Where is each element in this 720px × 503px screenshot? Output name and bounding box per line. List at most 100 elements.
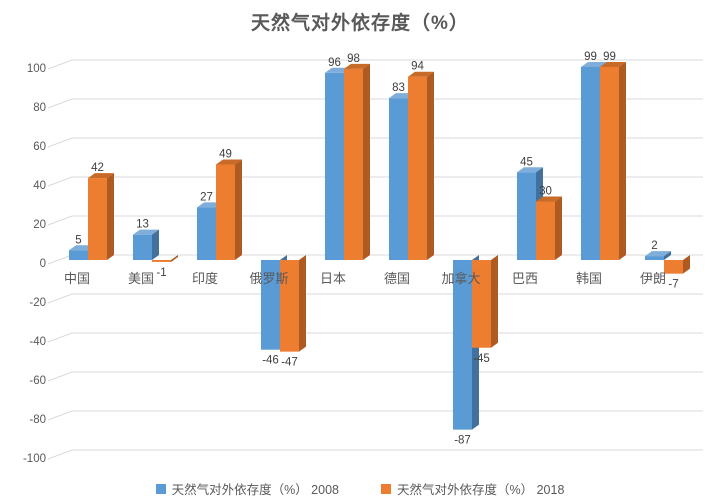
bar [325, 72, 344, 260]
y-axis-tick-label: 80 [33, 102, 46, 114]
bar-side-face [555, 196, 562, 260]
data-label: -45 [473, 353, 490, 365]
data-label: -47 [281, 357, 298, 369]
bar [261, 260, 280, 350]
bar-side-face [491, 255, 498, 348]
bar [197, 207, 216, 260]
bar-top-face [581, 61, 607, 67]
bar-top-face [133, 229, 159, 235]
bar [216, 164, 235, 260]
bar [152, 260, 171, 262]
bar [600, 66, 619, 260]
y-axis-tick-label: 60 [33, 141, 46, 153]
bar [408, 76, 427, 260]
data-label: -46 [262, 355, 279, 367]
bar-top-face [600, 61, 626, 67]
gridline [47, 137, 703, 148]
bar-side-face [683, 255, 690, 274]
bar-side-face [619, 61, 626, 261]
y-axis-tick-label: 0 [40, 258, 46, 270]
y-axis-tick-label: 100 [27, 63, 46, 75]
bar-side-face [235, 159, 242, 260]
bar [389, 98, 408, 261]
data-label: 2 [651, 240, 657, 252]
bar-top-face [517, 167, 543, 173]
gridline [47, 293, 703, 304]
bar [664, 260, 683, 274]
legend-item-2018: 天然气对外依存度（%） 2018 [381, 479, 564, 498]
bar [88, 178, 107, 260]
bar [344, 68, 363, 261]
chart-legend: 天然气对外依存度（%） 2008 天然气对外依存度（%） 2018 [0, 479, 720, 498]
data-label: 45 [520, 156, 533, 168]
chart-title: 天然气对外依存度（%） [251, 13, 469, 34]
bar [645, 256, 664, 260]
bar-side-face [664, 251, 671, 260]
category-label: 印度 [192, 271, 218, 286]
data-label: 83 [392, 82, 405, 94]
bar-side-face [427, 71, 434, 260]
y-axis-tick-label: 20 [33, 219, 46, 231]
bar [472, 260, 491, 348]
legend-item-2008: 天然气对外依存度（%） 2008 [155, 479, 339, 498]
bar-top-face [344, 63, 370, 69]
y-axis-tick-label: -20 [29, 297, 46, 309]
data-label: 49 [219, 148, 232, 160]
bar-side-face [171, 255, 178, 262]
data-label: 99 [584, 51, 597, 63]
category-label: 加拿大 [441, 271, 480, 286]
gridline [47, 410, 703, 421]
bar-top-face [536, 196, 562, 202]
data-label: 42 [91, 162, 104, 174]
y-axis-tick-label: -40 [29, 336, 46, 348]
gridline [47, 98, 703, 109]
y-axis-tick-label: -60 [29, 375, 46, 387]
data-label: -7 [668, 279, 678, 291]
data-label: 13 [136, 219, 149, 231]
category-label: 韩国 [576, 271, 602, 286]
category-label: 日本 [320, 271, 346, 286]
bar [581, 66, 600, 260]
data-label: 5 [75, 234, 81, 246]
bar [69, 250, 88, 260]
bar [133, 234, 152, 260]
legend-swatch-2018-icon [381, 483, 391, 494]
y-axis-tick-label: -100 [23, 453, 46, 465]
bar-side-face [107, 173, 114, 260]
chart-plot-area: 100 80 60 40 20 0 -20 -40 -60 -80 -100 中国 美国 印度 俄罗斯 日本 德… [23, 51, 703, 465]
data-label: 30 [539, 186, 552, 198]
bar-top-face [88, 173, 114, 179]
legend-label-2018: 天然气对外依存度（%） 2018 [397, 483, 565, 497]
bar-side-face [152, 229, 159, 260]
category-label: 伊朗 [640, 271, 666, 286]
gridline [47, 371, 703, 382]
y-axis-tick-label: 40 [33, 180, 46, 192]
data-label: 98 [347, 53, 360, 65]
bar [280, 260, 299, 352]
bar-side-face [299, 255, 306, 352]
gridline [47, 215, 703, 226]
category-label: 美国 [128, 271, 154, 286]
bar-top-face [645, 251, 671, 257]
y-axis-tick-label: -80 [29, 414, 46, 426]
data-label: 99 [603, 51, 616, 63]
bar-top-face [408, 71, 434, 77]
bar-side-face [363, 63, 370, 261]
bar [453, 260, 472, 430]
data-label: -1 [156, 267, 166, 279]
category-label: 德国 [384, 271, 410, 286]
data-label: 96 [328, 57, 341, 69]
category-label: 巴西 [512, 271, 538, 286]
category-label: 中国 [64, 271, 90, 286]
data-label: -87 [454, 435, 471, 447]
category-label: 俄罗斯 [249, 271, 288, 286]
legend-label-2008: 天然气对外依存度（%） 2008 [171, 483, 339, 497]
gridline [47, 176, 703, 187]
bar-top-face [216, 159, 242, 165]
gridline [47, 59, 703, 70]
gridline [47, 332, 703, 343]
data-label: 94 [411, 61, 424, 73]
gridline [47, 449, 703, 460]
legend-swatch-2008-icon [155, 483, 166, 494]
bar [536, 201, 555, 260]
